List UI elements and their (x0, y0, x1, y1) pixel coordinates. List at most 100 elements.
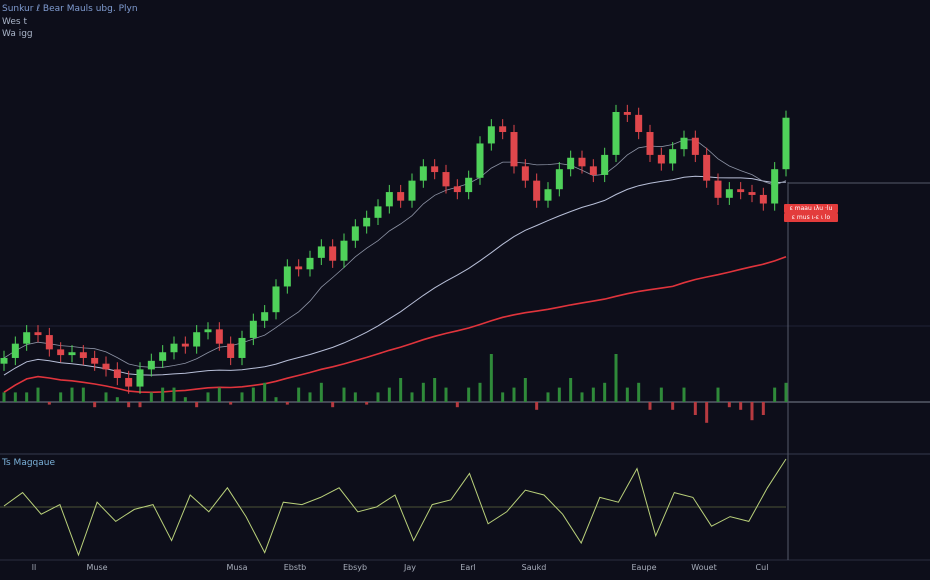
grid-lines (0, 182, 930, 561)
volume-bar (195, 402, 199, 408)
candle-body (215, 329, 223, 344)
candle (79, 345, 87, 366)
candle (442, 164, 450, 194)
volume-bar (591, 387, 595, 402)
volume-bar (625, 387, 629, 402)
volume-bar (455, 402, 459, 408)
candle-body (363, 217, 371, 227)
volume-bar (557, 387, 561, 402)
candle-body (57, 349, 65, 356)
volume-bar (523, 378, 527, 402)
price-tag-upper: ε maau ιλu ·lu (784, 204, 838, 213)
candle (329, 239, 337, 268)
candle-body (544, 189, 552, 201)
candle-body (533, 180, 541, 201)
volume-bar (70, 387, 74, 402)
volume-bar (478, 382, 482, 402)
candle-body (419, 166, 427, 181)
moving-average-lines (3, 139, 787, 394)
candle (555, 162, 563, 197)
candle (510, 124, 518, 174)
candle (317, 239, 325, 266)
candle (657, 147, 665, 171)
ma-mid-line (3, 175, 787, 376)
chart-title: Sunkur ℓ Bear Mauls ubg. Plyn (2, 4, 138, 14)
candle (521, 159, 529, 188)
candle (419, 159, 427, 188)
volume-bar (206, 392, 210, 402)
volume-bar (229, 402, 233, 405)
candle (125, 370, 133, 394)
oscillator-label: Ts Magqaue (2, 458, 56, 468)
candle (725, 182, 733, 205)
volume-bar (705, 402, 709, 423)
candle (147, 353, 155, 377)
candle (249, 313, 257, 346)
candle (759, 187, 767, 211)
x-tick-label: Cul (756, 563, 769, 572)
volume-bar (773, 387, 777, 402)
candle-body (714, 180, 722, 198)
candle-body (635, 114, 643, 133)
candle-body (102, 363, 110, 370)
volume-bar (319, 382, 323, 402)
candles (0, 104, 790, 394)
candle (385, 184, 393, 214)
candle (306, 250, 314, 277)
candle-body (68, 352, 76, 356)
candle-body (567, 157, 575, 170)
volume-bar (501, 392, 505, 402)
candle (238, 330, 246, 366)
candle-body (283, 266, 291, 287)
volume-bar (433, 378, 437, 402)
volume-bar (25, 392, 29, 402)
candle-body (204, 329, 212, 333)
volume-bar (535, 402, 539, 410)
candle (283, 259, 291, 294)
candle (499, 119, 507, 140)
candle-body (521, 166, 529, 181)
candle-body (771, 169, 779, 204)
candle-body (34, 332, 42, 336)
candle-body (703, 154, 711, 181)
candle (351, 219, 359, 248)
volume-bar (421, 382, 425, 402)
volume-bar (399, 378, 403, 402)
candle-body (510, 132, 518, 167)
candle (261, 305, 269, 328)
candle (691, 130, 699, 163)
price-tag-lower: ε mus ι-ε ι lo (784, 213, 838, 222)
candle-body (487, 126, 495, 144)
x-tick-label: ll (32, 563, 36, 572)
candle-body (23, 332, 31, 344)
candle-body (306, 257, 314, 270)
candle (91, 350, 99, 371)
volume-bar (659, 387, 663, 402)
candle (544, 182, 552, 208)
candle-body (691, 137, 699, 155)
candle-body (555, 169, 563, 190)
candle-body (340, 240, 348, 261)
candle (181, 336, 189, 354)
candle-body (646, 132, 654, 155)
x-tick-label: Musa (226, 563, 247, 572)
volume-bar (546, 392, 550, 402)
volume-bar (603, 382, 607, 402)
x-tick-label: Ebsyb (343, 563, 367, 572)
volume-bar (365, 402, 369, 405)
candle (23, 325, 31, 351)
volume-bar (569, 378, 573, 402)
candle (669, 142, 677, 171)
volume-bar (410, 392, 414, 402)
candle (589, 159, 597, 183)
candle (567, 150, 575, 177)
candle (748, 184, 756, 203)
volume-bar (376, 392, 380, 402)
candle-body (181, 343, 189, 347)
candle-body (136, 369, 144, 387)
volume-bar (308, 392, 312, 402)
volume-bar (251, 387, 255, 402)
candle-body (748, 192, 756, 195)
volume-bar (387, 387, 391, 402)
candle (476, 136, 484, 185)
